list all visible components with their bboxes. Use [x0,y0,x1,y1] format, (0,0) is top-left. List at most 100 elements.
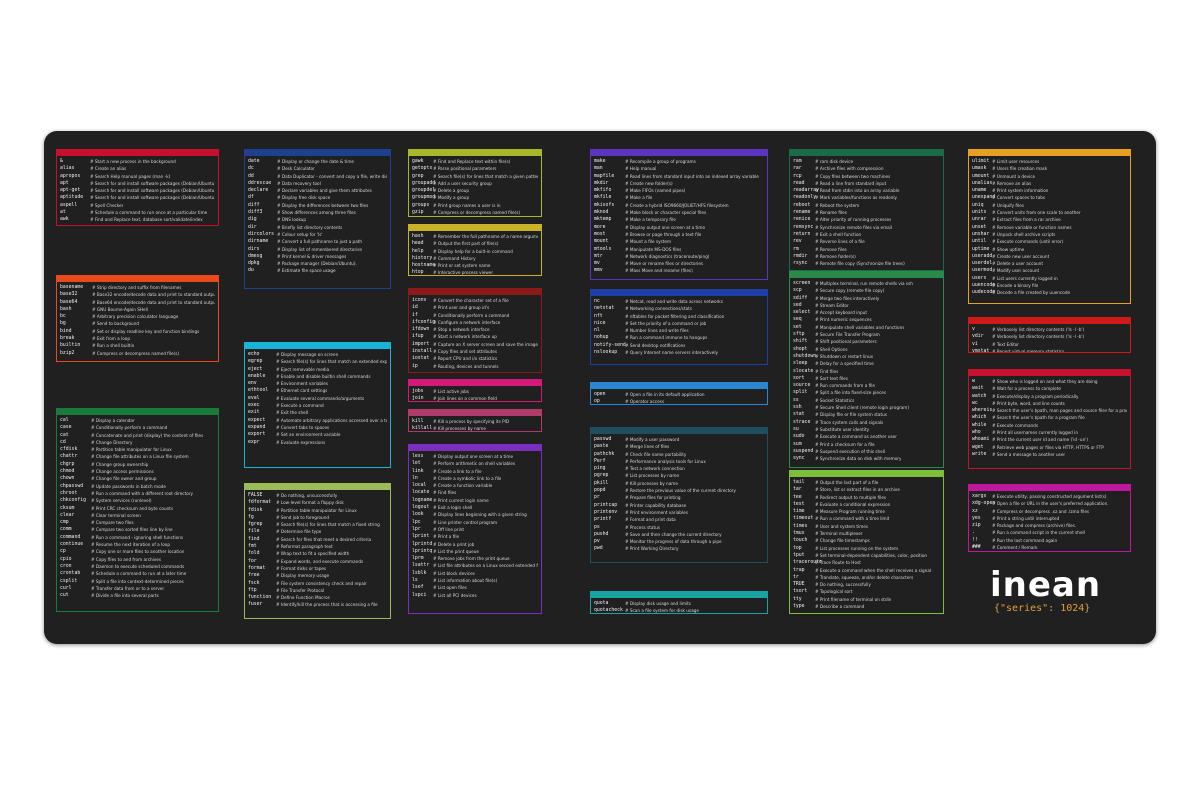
command-description: # Limit user resources [992,159,1040,164]
command-row: hostname # Print or set system name [412,262,538,269]
command-description: # Output the first part of file(s) [433,241,499,247]
command-row: paste # Merge lines of files [594,443,764,450]
command-description: # Compare two files [91,520,134,526]
command-row: dmesg # Print kernel & driver messages [248,253,387,260]
command-name: sftp [793,332,805,338]
command-name: sleep [793,361,808,367]
command-description: # Decode a file created by uuencode [992,290,1071,296]
command-description: # Change file timestamps [815,538,870,544]
command-description: # Delete a group [433,188,469,194]
command-row: cmp # Compare two files [60,519,215,526]
command-row: break # Exit from a loop [60,335,215,342]
command-name: whereis [972,408,993,414]
command-row: unrar # Extract files from a rar archive [972,216,1127,223]
command-row: history # Command History [412,255,538,262]
command-row: mknod # Make block or character special f… [594,209,764,216]
command-name: time [793,509,805,515]
command-name: dd [248,173,254,179]
command-description: # Compress or decompress named file(s) [92,350,180,356]
command-row: alias # Create an alias [60,165,215,172]
command-name: tee [793,494,802,500]
command-name: format [248,565,266,571]
command-row: usermod # Modify user account [972,267,1127,274]
command-description: # Merge two files interactively [815,295,880,301]
command-description: # Estimate file space usage [277,268,336,274]
command-name: type [793,604,805,610]
command-description: # Do nothing, successfully [815,582,871,588]
command-row: pgrep # List processes by name [594,472,764,479]
command-row: reboot # Reboot the system [793,202,940,209]
command-row: fsck # File system consistency check and … [248,580,387,587]
command-description: # Expand words, and execute commands [276,558,364,564]
section-letter: V [1047,317,1052,324]
command-description: # Print a file [433,534,460,540]
command-name: hostname [412,263,436,269]
command-name: unset [972,224,987,230]
command-name: mapfile [594,173,615,179]
command-name: wget [972,444,984,450]
command-row: fmt # Reformat paragraph text [248,543,387,550]
command-name: usermod [972,268,993,274]
command-name: bc [60,314,66,320]
command-row: tar # Store, list or extract files in an … [793,486,940,493]
command-description: # Create a link to a file [433,468,482,474]
command-row: write # Send a message to another user [972,451,1127,458]
command-row: popd # Restore the previous value of the … [594,487,764,494]
command-name: umask [972,166,987,172]
command-row: zip # Package and compress (archive) file… [972,522,1127,529]
command-description: # Run a command with a time limit [815,516,890,522]
command-name: ping [594,466,606,472]
command-row: diff # Display the differences between tw… [248,202,387,209]
command-name: vdir [972,334,984,340]
command-name: egrep [248,359,263,365]
command-row: for # Expand words, and execute commands [248,558,387,565]
command-row: touch # Change file timestamps [793,537,940,544]
command-row: fdformat # Low-level format a floppy disk [248,499,387,506]
command-name: wc [972,400,978,406]
series-label: {"series": 1024} [994,603,1091,614]
command-row: traceroute # Trace Route to Host [793,559,940,566]
command-name: function [248,595,272,601]
command-name: mtools [594,246,612,252]
command-name: mtr [594,253,603,259]
command-name: rmdir [793,253,808,259]
command-description: # List active jobs [433,389,470,394]
section-letter: T [864,470,869,477]
command-row: fg # Send job to foreground [248,514,387,521]
command-name: mkfile [594,195,612,201]
command-name: shopt [793,346,808,352]
command-row: expand # Convert tabs to spaces [248,424,387,431]
command-name: printcap [594,502,618,508]
command-row: tee # Redirect output to multiple files [793,494,940,501]
command-row: nc # Netcat, read and write data across n… [594,298,764,305]
command-row: free # Display memory usage [248,572,387,579]
command-row: getopts # Parse positional parameters [412,165,538,172]
command-name: uudecode [972,290,996,296]
command-name: diff [248,202,260,208]
command-name: tty [793,596,802,602]
command-name: renice [793,217,811,223]
command-description: # Socket Statistics [815,397,855,403]
command-description: # Merge lines of files [625,444,670,450]
command-description: # Restore the previous value of the curr… [625,488,737,494]
command-description: # Uniquify files [992,202,1024,208]
command-name: slocate [793,368,814,374]
command-row: jobs # List active jobs [412,388,538,395]
command-name: sudo [793,434,805,440]
command-name: for [248,558,257,564]
command-description: # Run a command - ignoring shell functio… [91,534,184,540]
command-name: head [412,241,424,247]
section-letter: B [135,275,140,282]
command-description: # Translate, squeeze, and/or delete char… [815,574,914,580]
command-description: # Print system information [992,188,1049,194]
command-description: # Determine file type [276,529,322,535]
command-description: # Search file(s) for lines that match an… [276,359,387,365]
command-description: # Secure File Transfer Program [815,332,880,338]
command-name: screen [793,281,811,286]
command-name: basename [60,285,84,290]
command-name: mkisofs [594,202,615,208]
command-row: let # Perform arithmetic on shell variabl… [412,460,538,467]
